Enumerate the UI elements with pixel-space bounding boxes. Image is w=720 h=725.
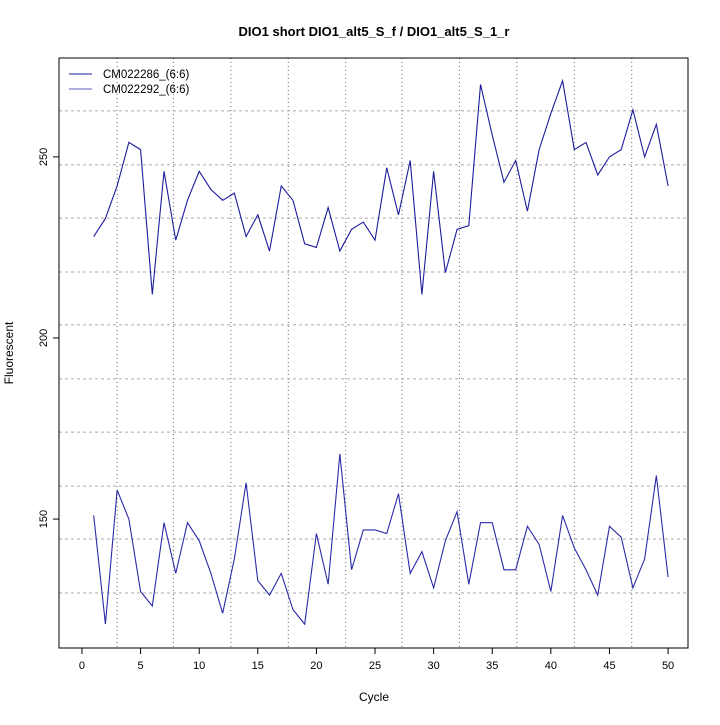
series-line-1 [94, 81, 668, 295]
x-axis-label: Cycle [359, 690, 389, 704]
legend: CM022286_(6:6) CM022292_(6:6) [69, 69, 189, 96]
y-tick-label: 250 [38, 148, 50, 166]
y-axis-label: Fluorescent [2, 321, 16, 384]
x-tick-label: 5 [138, 660, 144, 672]
chart-title: DIO1 short DIO1_alt5_S_f / DIO1_alt5_S_1… [239, 24, 510, 39]
legend-label: CM022286_(6:6) [103, 69, 189, 81]
x-tick-label: 40 [545, 660, 557, 672]
y-tick-label: 150 [38, 510, 50, 528]
x-tick-label: 20 [310, 660, 322, 672]
x-tick-label: 15 [252, 660, 264, 672]
x-tick-label: 25 [369, 660, 381, 672]
x-tick-label: 30 [428, 660, 440, 672]
y-tick-label: 200 [38, 329, 50, 347]
x-tick-label: 0 [79, 660, 85, 672]
x-tick-label: 45 [603, 660, 615, 672]
legend-label: CM022292_(6:6) [103, 84, 189, 96]
x-tick-label: 50 [662, 660, 674, 672]
plot-frame [59, 58, 688, 648]
x-tick-label: 10 [193, 660, 205, 672]
x-tick-label: 35 [486, 660, 498, 672]
